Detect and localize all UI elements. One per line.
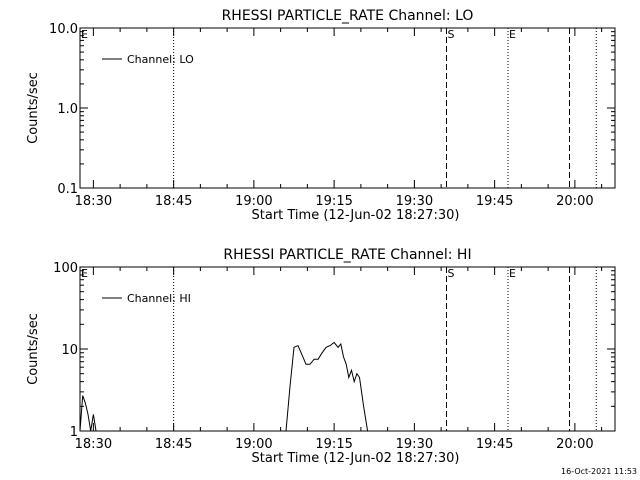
x-tick-label: 19:30 [396, 194, 433, 209]
marker-label: S [447, 28, 454, 41]
x-tick-label: 19:45 [476, 194, 513, 209]
timestamp: 16-Oct-2021 11:53 [561, 467, 637, 476]
x-tick-label: 19:00 [235, 437, 272, 452]
marker-label: E [81, 267, 88, 280]
x-tick-label: 20:00 [556, 437, 593, 452]
marker-label: E [81, 28, 88, 41]
y-tick-label: 100 [53, 261, 78, 276]
legend-entry: Channel: HI [127, 292, 191, 305]
x-tick-label: 18:45 [155, 437, 192, 452]
marker-label: E [509, 28, 516, 41]
legend-entry: Channel: LO [127, 53, 194, 66]
x-axis-label: Start Time (12-Jun-02 18:27:30) [252, 451, 460, 466]
panel-lo: RHESSI PARTICLE_RATE Channel: LO E S E 0.1 1.… [26, 8, 616, 223]
y-tick-label: 10 [61, 343, 78, 358]
x-tick-label: 19:00 [235, 194, 272, 209]
y-tick-label: 10.0 [49, 22, 78, 37]
y-tick-label: 1 [70, 425, 78, 440]
x-tick-label: 18:45 [155, 194, 192, 209]
series-line [79, 395, 97, 432]
x-tick-label: 19:15 [315, 194, 352, 209]
x-tick-label: 19:30 [396, 437, 433, 452]
x-tick-label: 19:15 [315, 437, 352, 452]
x-tick-label: 18:30 [75, 194, 112, 209]
chart-title: RHESSI PARTICLE_RATE Channel: LO [222, 8, 474, 24]
x-tick-label: 20:00 [556, 194, 593, 209]
panel-hi: RHESSI PARTICLE_RATE Channel: HI E S E 1 10 10… [26, 247, 616, 466]
y-tick-label: 1.0 [57, 102, 78, 117]
x-axis-label: Start Time (12-Jun-02 18:27:30) [252, 208, 460, 223]
y-axis-label: Counts/sec [26, 313, 41, 385]
marker-label: E [509, 267, 516, 280]
y-axis-label: Counts/sec [26, 72, 41, 144]
chart-title: RHESSI PARTICLE_RATE Channel: HI [223, 247, 471, 263]
plot-frame [79, 27, 616, 189]
series-line [285, 341, 369, 432]
x-tick-label: 18:30 [75, 437, 112, 452]
x-tick-label: 19:45 [476, 437, 513, 452]
marker-label: S [447, 267, 454, 280]
y-tick-label: 0.1 [57, 182, 78, 197]
